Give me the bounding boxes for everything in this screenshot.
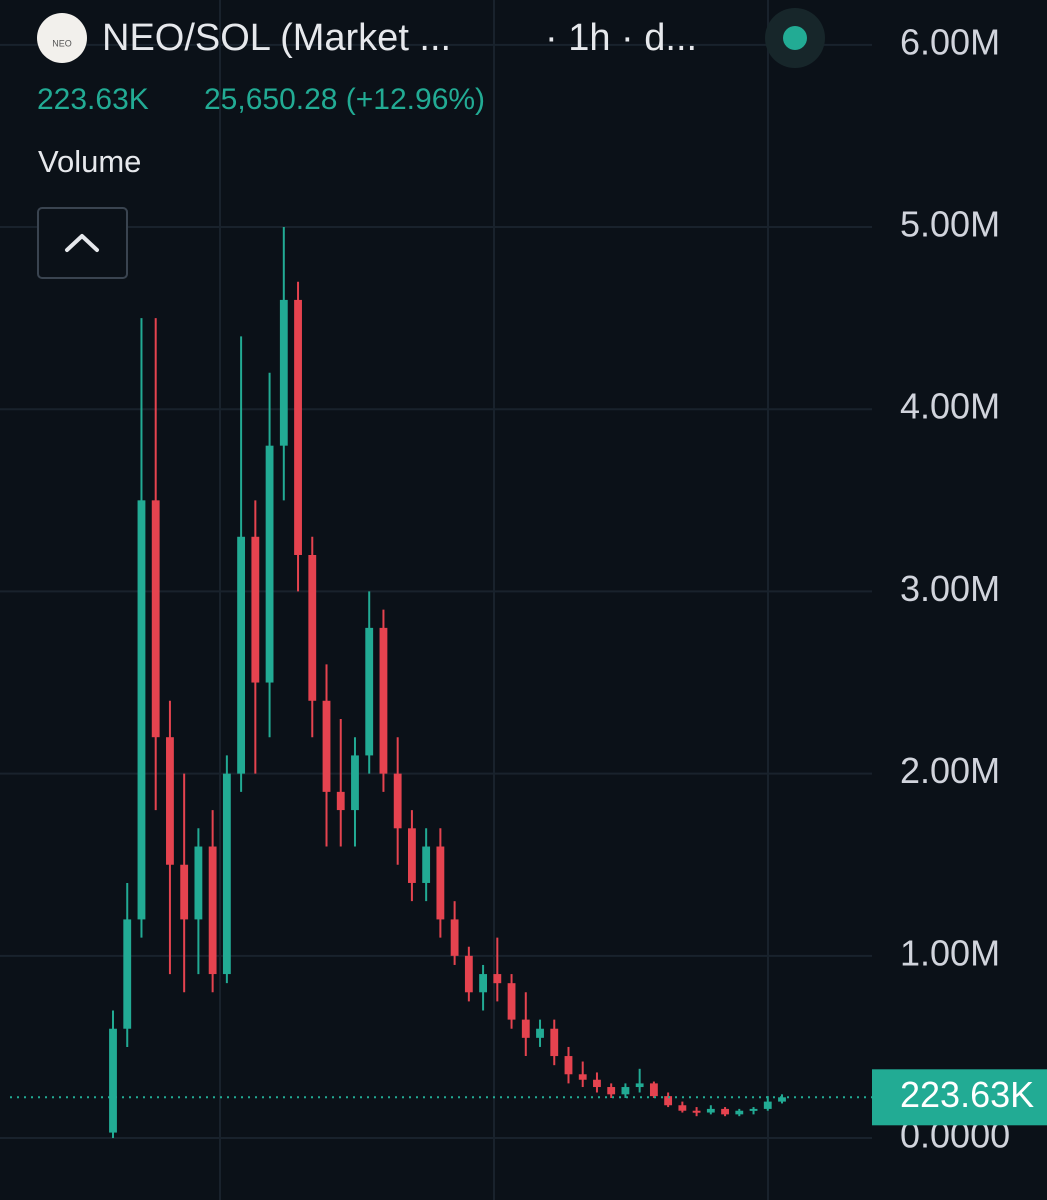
candle-body — [365, 627, 374, 756]
candle-body — [336, 791, 345, 811]
candle-body — [578, 1074, 587, 1080]
candle-body — [692, 1110, 701, 1113]
candle-body — [151, 500, 160, 738]
y-tick-label: 1.00M — [900, 932, 1000, 973]
change: 25,650.28 (+12.96%) — [204, 83, 485, 116]
y-tick-label: 3.00M — [900, 568, 1000, 609]
candle-body — [123, 919, 132, 1029]
status-dot — [783, 26, 807, 50]
candle-body — [721, 1108, 729, 1115]
y-tick-label: 4.00M — [900, 386, 1000, 427]
price-label: 223.63K — [900, 1074, 1034, 1115]
interval[interactable]: · 1h · d... — [545, 17, 697, 59]
candle-body — [664, 1096, 673, 1106]
indicator-name: Volume — [38, 144, 141, 179]
candle-body — [621, 1087, 630, 1095]
candle-body — [408, 828, 416, 883]
candle-body — [422, 846, 431, 883]
y-tick-label: 2.00M — [900, 750, 1000, 791]
candle-body — [735, 1110, 744, 1115]
candle-body — [137, 500, 146, 920]
candle-body — [778, 1097, 786, 1102]
candle-body — [678, 1105, 687, 1111]
candle-body — [308, 554, 317, 701]
candle-body — [279, 299, 288, 446]
candle-body — [265, 445, 274, 683]
candle-body — [237, 536, 246, 774]
candle-body — [464, 955, 473, 993]
candle-body — [593, 1079, 601, 1088]
candle-body — [393, 773, 402, 829]
candle-body — [649, 1083, 658, 1097]
candle-body — [536, 1028, 544, 1038]
candle-body — [706, 1108, 715, 1113]
candle-body — [294, 299, 302, 555]
candle-body — [450, 919, 459, 956]
candles — [109, 227, 786, 1139]
candle-body — [166, 737, 174, 865]
y-tick-label: 6.00M — [900, 21, 1000, 62]
candle-body — [194, 846, 203, 920]
candle-body — [180, 864, 189, 920]
y-tick-label: 5.00M — [900, 204, 1000, 245]
price-label-box — [872, 1069, 1047, 1126]
candle-body — [493, 974, 502, 984]
logo-text: NEO — [52, 38, 72, 48]
candle-body — [550, 1028, 559, 1057]
candle-body — [322, 700, 331, 792]
candle-body — [564, 1056, 573, 1075]
candle-body — [379, 627, 388, 774]
symbol[interactable]: NEO/SOL (Market ... — [102, 17, 451, 59]
chevron-up — [65, 234, 99, 252]
candle-body — [607, 1087, 616, 1095]
candle-body — [479, 974, 487, 993]
candle-body — [749, 1108, 758, 1111]
collapse-button[interactable] — [37, 207, 128, 279]
candle-body — [507, 983, 516, 1020]
candle-body — [222, 773, 231, 975]
candle-body — [763, 1101, 772, 1109]
candle-body — [635, 1083, 644, 1088]
candle-body — [436, 846, 445, 920]
candle-body — [208, 846, 217, 975]
candle-body — [521, 1019, 530, 1038]
last-value: 223.63K — [37, 83, 149, 116]
candle-body — [351, 755, 359, 811]
candle-body — [251, 536, 260, 683]
candle-body — [109, 1028, 117, 1133]
logo — [37, 13, 87, 63]
